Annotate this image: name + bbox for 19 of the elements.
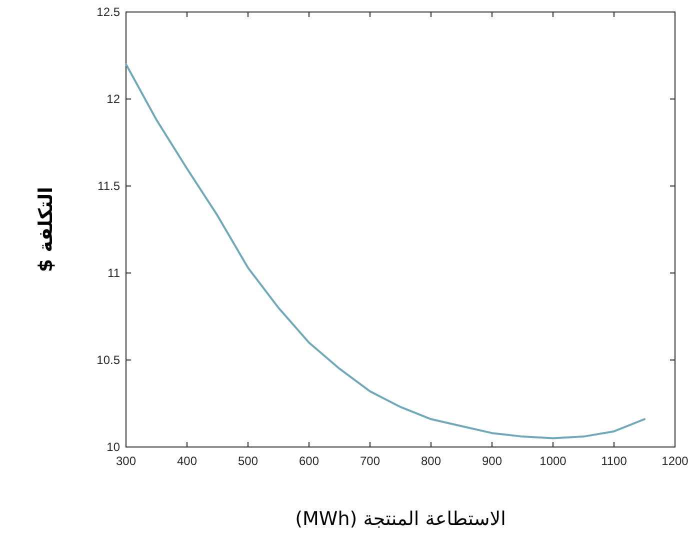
line-series: [125, 63, 646, 440]
x-tick-label: 1200: [662, 454, 689, 468]
y-tick-label: 12.5: [96, 5, 120, 19]
x-tick-label: 900: [482, 454, 502, 468]
y-tick-label: 11: [108, 266, 120, 280]
x-tick-label: 400: [176, 454, 198, 468]
x-tick-label: 500: [238, 454, 258, 468]
y-tick-label: 12: [106, 92, 120, 106]
y-tick-label: 11.5: [98, 179, 120, 193]
y-tick-label: 10: [106, 440, 120, 454]
x-tick-label: 300: [116, 454, 136, 468]
x-axis-title: الاستطاعة المنتجة (MWh): [295, 508, 506, 530]
x-tick-label: 800: [420, 454, 442, 468]
x-tick-label: 1100: [601, 454, 628, 468]
y-tick-label: 10.5: [96, 353, 120, 367]
x-tick-label: 1000: [540, 454, 567, 468]
x-tick-label: 600: [298, 454, 320, 468]
y-axis-title: التكلفة $: [35, 186, 57, 272]
x-tick-label: 700: [360, 454, 380, 468]
